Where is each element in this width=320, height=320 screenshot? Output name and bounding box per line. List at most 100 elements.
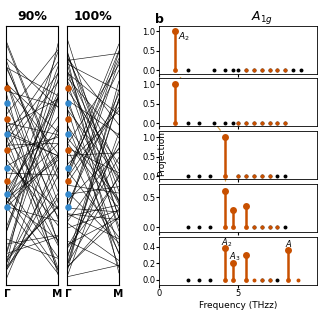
Text: $A$: $A$ bbox=[285, 238, 293, 249]
Point bbox=[244, 277, 249, 282]
Point bbox=[251, 225, 256, 230]
Point bbox=[259, 68, 264, 73]
Point bbox=[223, 173, 228, 179]
Point bbox=[267, 68, 272, 73]
Point bbox=[244, 173, 249, 179]
Point bbox=[172, 121, 178, 126]
Point bbox=[244, 173, 249, 179]
Point bbox=[207, 225, 212, 230]
X-axis label: Frequency (THzz): Frequency (THzz) bbox=[199, 301, 277, 310]
Point bbox=[286, 277, 291, 282]
Point bbox=[172, 82, 178, 87]
Point bbox=[231, 208, 236, 213]
Point bbox=[223, 68, 228, 73]
Text: b: b bbox=[155, 13, 164, 26]
Point bbox=[66, 116, 71, 122]
Point bbox=[223, 134, 228, 140]
Point bbox=[5, 132, 10, 137]
Point bbox=[236, 173, 241, 179]
Point bbox=[196, 173, 201, 179]
Point bbox=[5, 204, 10, 210]
Point bbox=[196, 225, 201, 230]
Point bbox=[251, 173, 256, 179]
Point bbox=[66, 204, 71, 210]
Point bbox=[259, 225, 264, 230]
Point bbox=[223, 188, 228, 194]
Point bbox=[275, 121, 280, 126]
Point bbox=[267, 68, 272, 73]
Point bbox=[267, 173, 272, 179]
Point bbox=[259, 121, 264, 126]
Title: 100%: 100% bbox=[74, 10, 112, 23]
Point bbox=[5, 101, 10, 106]
Point bbox=[231, 121, 236, 126]
Point bbox=[275, 121, 280, 126]
Point bbox=[275, 68, 280, 73]
Point bbox=[231, 225, 236, 230]
Point bbox=[231, 277, 236, 282]
Point bbox=[267, 173, 272, 179]
Point bbox=[259, 121, 264, 126]
Point bbox=[283, 68, 288, 73]
Point bbox=[196, 277, 201, 282]
Point bbox=[223, 246, 228, 251]
Point bbox=[259, 68, 264, 73]
Point bbox=[267, 121, 272, 126]
Text: $A_2$: $A_2$ bbox=[178, 30, 190, 43]
Point bbox=[251, 225, 256, 230]
Point bbox=[244, 68, 249, 73]
Point bbox=[267, 121, 272, 126]
Point bbox=[5, 165, 10, 171]
Point bbox=[66, 165, 71, 171]
Point bbox=[275, 225, 280, 230]
Point bbox=[251, 277, 256, 282]
Point bbox=[236, 68, 241, 73]
Point bbox=[291, 68, 296, 73]
Point bbox=[244, 225, 249, 230]
Point bbox=[275, 173, 280, 179]
Point bbox=[244, 252, 249, 258]
Point bbox=[283, 121, 288, 126]
Point bbox=[172, 68, 178, 73]
Point bbox=[5, 148, 10, 153]
Text: $A_3$: $A_3$ bbox=[228, 251, 240, 263]
Point bbox=[236, 173, 241, 179]
Point bbox=[244, 204, 249, 209]
Point bbox=[5, 191, 10, 196]
Point bbox=[212, 121, 217, 126]
Point bbox=[283, 173, 288, 179]
Point bbox=[251, 121, 256, 126]
Point bbox=[5, 116, 10, 122]
Point bbox=[66, 132, 71, 137]
Point bbox=[251, 68, 256, 73]
Point bbox=[259, 173, 264, 179]
Point bbox=[236, 121, 241, 126]
Point bbox=[251, 121, 256, 126]
Point bbox=[275, 68, 280, 73]
Point bbox=[223, 277, 228, 282]
Point bbox=[185, 121, 190, 126]
Point bbox=[172, 29, 178, 34]
Point bbox=[283, 225, 288, 230]
Point bbox=[259, 277, 264, 282]
Point bbox=[267, 225, 272, 230]
Point bbox=[299, 68, 304, 73]
Point bbox=[66, 148, 71, 153]
Point bbox=[185, 173, 190, 179]
Point bbox=[267, 225, 272, 230]
Point bbox=[236, 121, 241, 126]
Point bbox=[283, 121, 288, 126]
Point bbox=[212, 68, 217, 73]
Title: 90%: 90% bbox=[17, 10, 47, 23]
Point bbox=[5, 85, 10, 90]
Point bbox=[223, 121, 228, 126]
Point bbox=[286, 247, 291, 252]
Point bbox=[223, 225, 228, 230]
Point bbox=[231, 261, 236, 266]
Point bbox=[66, 101, 71, 106]
Point bbox=[185, 225, 190, 230]
Point bbox=[66, 191, 71, 196]
Point bbox=[185, 68, 190, 73]
Point bbox=[207, 277, 212, 282]
Point bbox=[259, 277, 264, 282]
